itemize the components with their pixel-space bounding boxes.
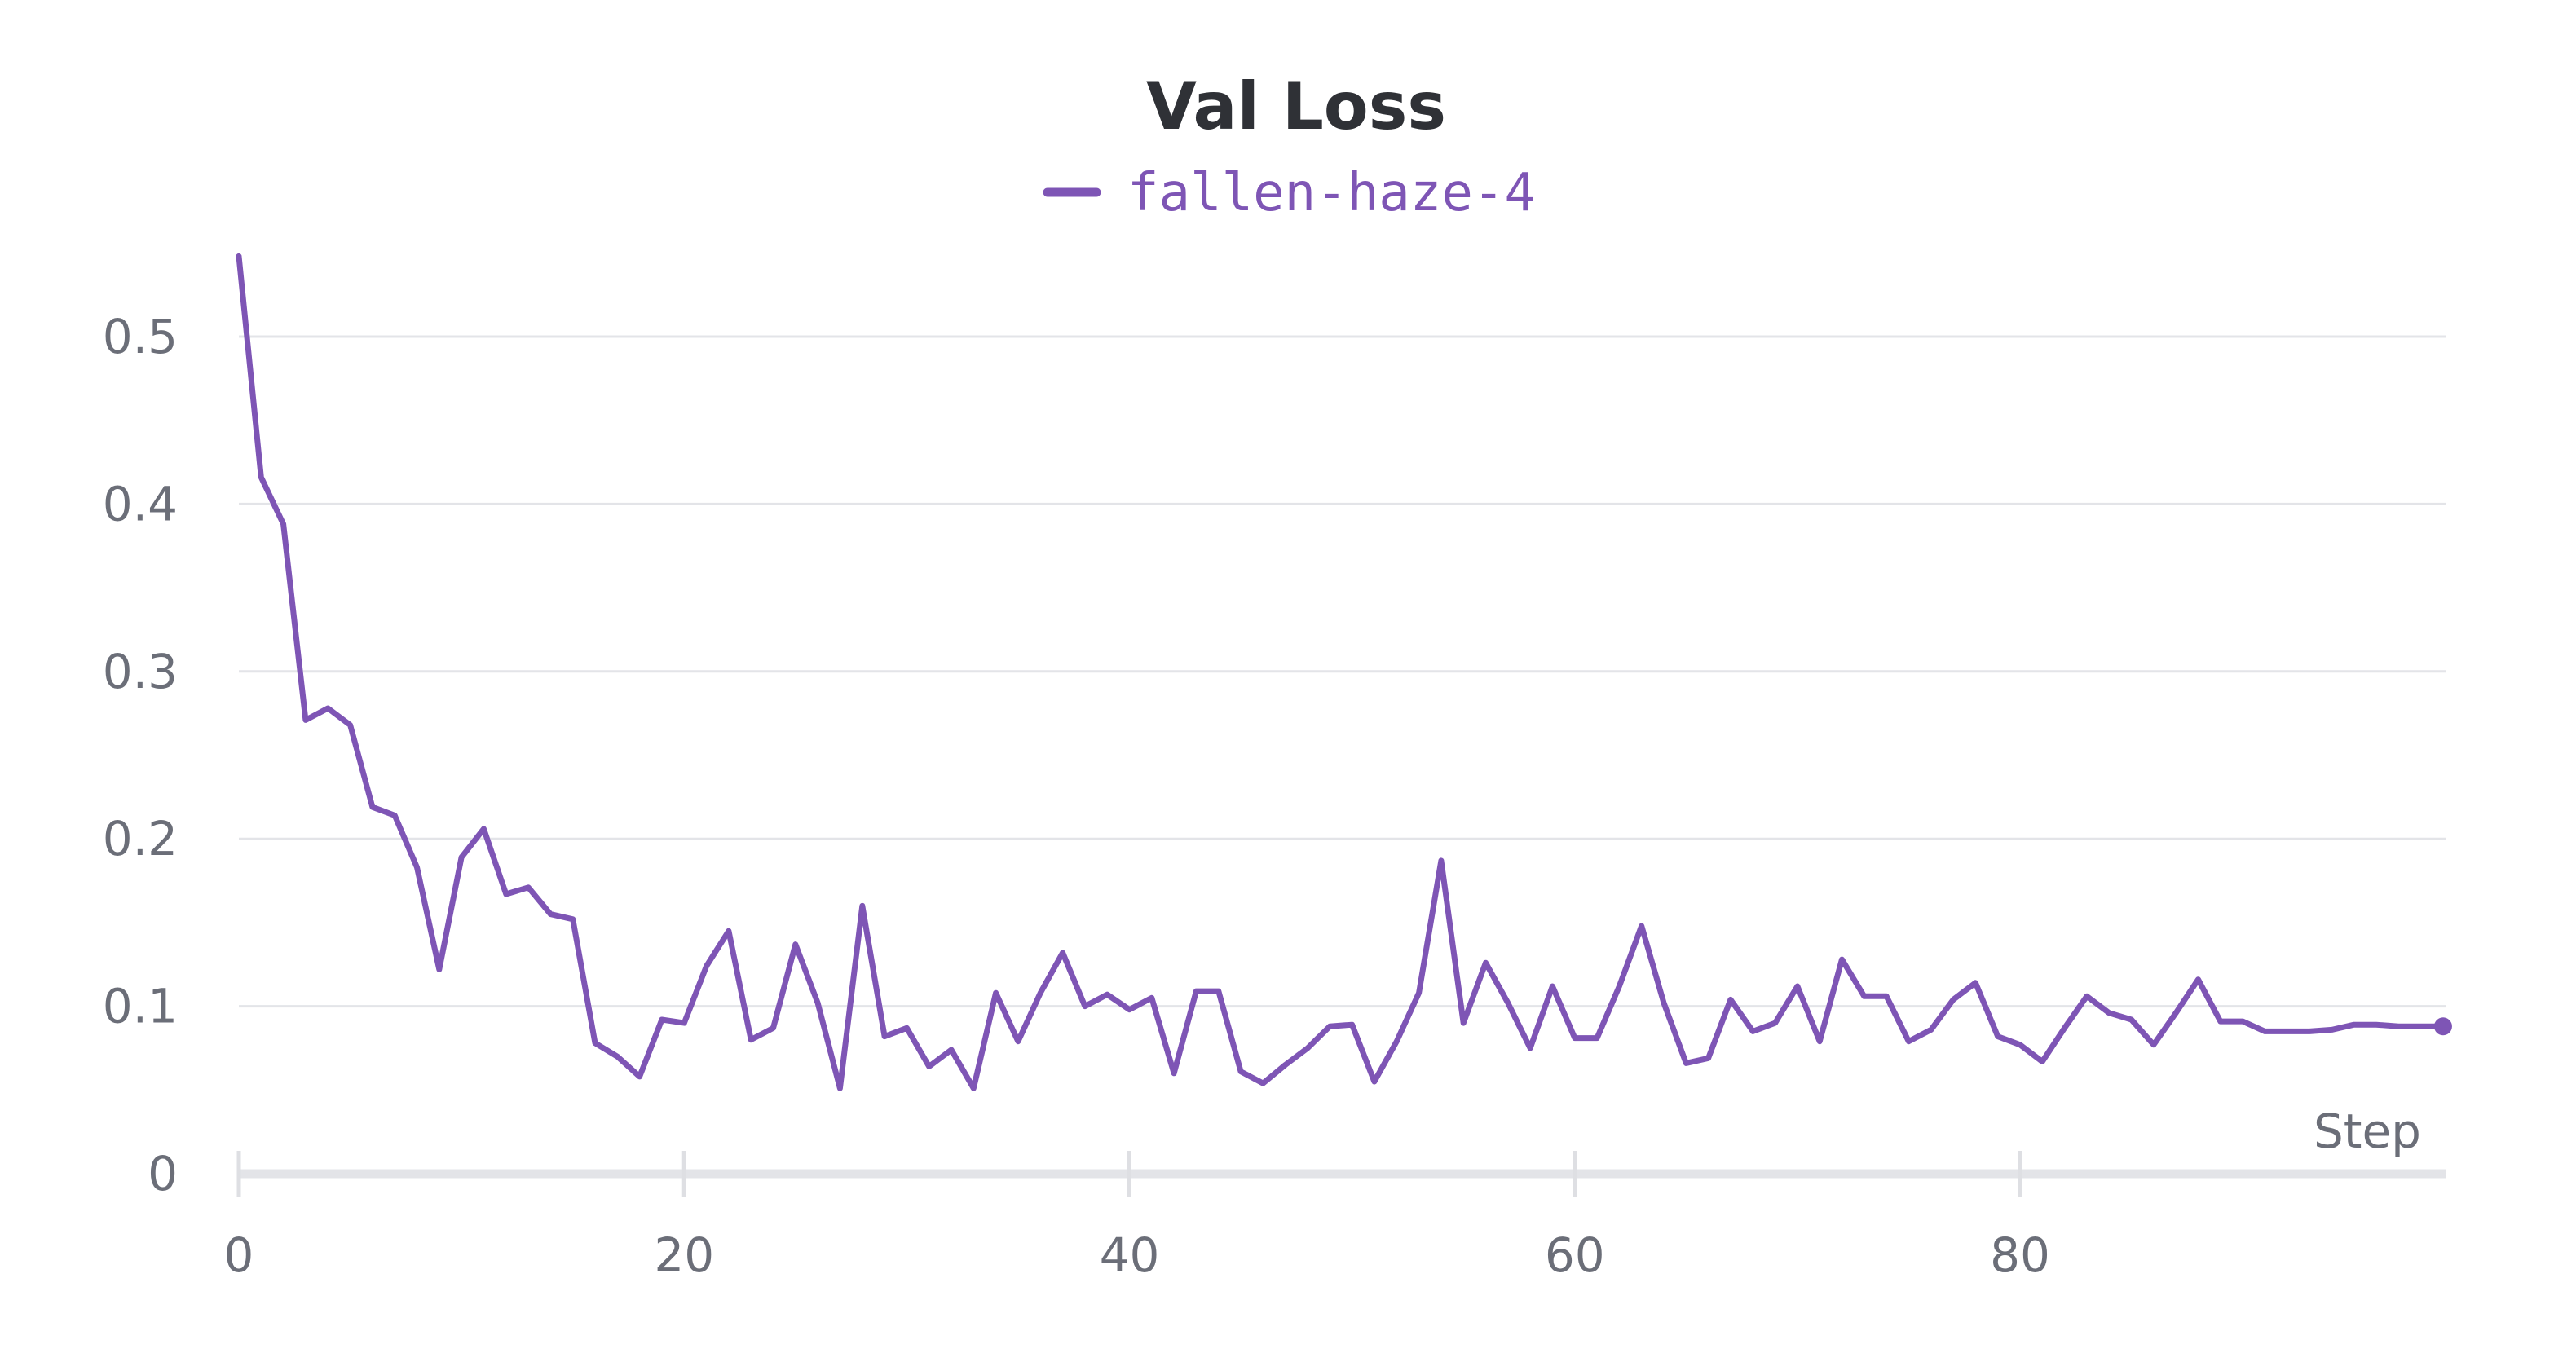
x-tick-label: 80 [1990, 1227, 2050, 1283]
x-axis [236, 1151, 2446, 1197]
legend[interactable]: fallen-haze-4 [1043, 163, 1536, 223]
chart-title: Val Loss [1146, 68, 1446, 144]
y-tick-label: 0 [148, 1146, 178, 1201]
x-axis-labels: 0 20 40 60 80 [224, 1227, 2050, 1283]
series-end-point[interactable] [2433, 1017, 2452, 1036]
series-line-fallen-haze-4[interactable] [236, 253, 2446, 1091]
y-tick-label: 0.1 [103, 979, 178, 1034]
legend-label: fallen-haze-4 [1127, 163, 1536, 223]
grid-lines [239, 335, 2446, 1008]
y-axis-labels: 0 0.1 0.2 0.3 0.4 0.5 [103, 309, 178, 1201]
y-tick-label: 0.4 [103, 476, 178, 531]
x-tick-label: 0 [224, 1227, 254, 1283]
y-tick-label: 0.5 [103, 309, 178, 364]
x-tick-label: 20 [654, 1227, 714, 1283]
y-tick-label: 0.2 [103, 811, 178, 866]
x-tick-label: 40 [1100, 1227, 1160, 1283]
x-tick-label: 60 [1545, 1227, 1605, 1283]
y-tick-label: 0.3 [103, 644, 178, 699]
series-layer[interactable] [236, 253, 2452, 1091]
x-axis-title: Step [2314, 1104, 2421, 1159]
